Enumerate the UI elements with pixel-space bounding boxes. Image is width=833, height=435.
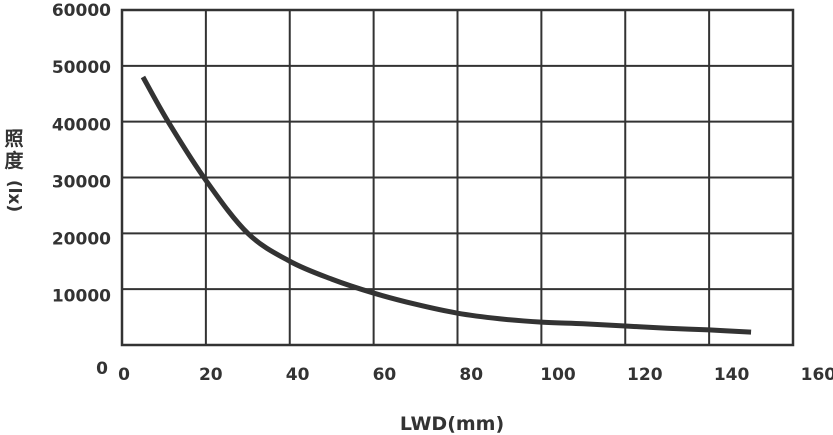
x-axis-title: LWD(mm) bbox=[400, 413, 504, 435]
y-tick-label: 0 bbox=[96, 359, 108, 379]
y-axis-unit: (lx) bbox=[4, 179, 24, 213]
y-axis-title-char-2: 度 bbox=[4, 150, 24, 172]
y-tick-label: 10000 bbox=[52, 287, 111, 307]
y-tick-label: 50000 bbox=[52, 58, 111, 78]
y-axis-ticks: 60000 50000 40000 30000 20000 10000 0 bbox=[52, 1, 111, 379]
x-tick-label: 80 bbox=[459, 365, 483, 385]
plot-border bbox=[120, 8, 795, 347]
x-tick-label: 60 bbox=[373, 365, 397, 385]
y-tick-label: 30000 bbox=[52, 172, 111, 192]
x-tick-label: 160 bbox=[801, 365, 833, 385]
x-tick-label: 0 bbox=[118, 365, 130, 385]
y-tick-label: 20000 bbox=[52, 230, 111, 250]
x-axis-ticks: 0 20 40 60 80 100 120 140 160 bbox=[118, 365, 833, 385]
y-tick-label: 60000 bbox=[52, 1, 111, 21]
x-tick-label: 100 bbox=[540, 365, 576, 385]
y-tick-label: 40000 bbox=[52, 115, 111, 135]
x-tick-label: 140 bbox=[714, 365, 750, 385]
y-axis-title: 照 度 (lx) bbox=[2, 128, 26, 212]
x-tick-label: 40 bbox=[286, 365, 310, 385]
illuminance-curve bbox=[140, 75, 752, 335]
x-tick-label: 120 bbox=[627, 365, 663, 385]
x-tick-label: 20 bbox=[199, 365, 223, 385]
grid bbox=[120, 8, 795, 347]
y-axis-title-char-1: 照 bbox=[4, 128, 24, 150]
